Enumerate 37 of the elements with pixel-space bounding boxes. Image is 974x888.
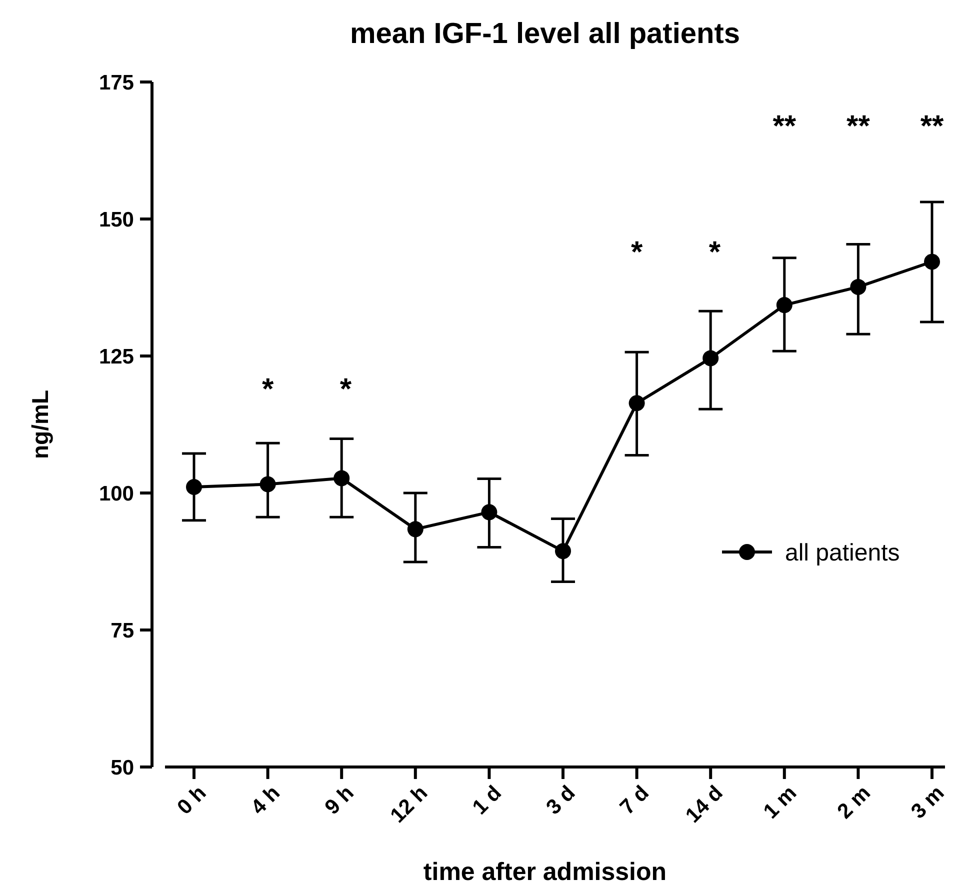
y-tick-label: 100: [98, 482, 134, 506]
x-tick-label: 3 m: [906, 781, 949, 824]
x-tick-label: 12 h: [386, 781, 432, 828]
x-tick-label: 0 h: [173, 781, 211, 820]
point: [628, 395, 645, 412]
text: * *: [630, 236, 721, 269]
point: [555, 543, 571, 560]
y-tick-label: 150: [98, 208, 134, 232]
text: * *: [262, 372, 352, 406]
x-tick-label: 1 d: [468, 781, 506, 820]
point: [481, 504, 498, 520]
x-tick-label: 2 m: [833, 781, 875, 824]
point: [924, 254, 940, 270]
y-tick-label: 50: [110, 756, 134, 780]
y-tick-label: 175: [98, 71, 134, 94]
point: [702, 350, 719, 366]
y-tick-label: 125: [98, 345, 134, 368]
legend-label: all patients: [785, 539, 900, 566]
point: [407, 521, 424, 538]
annotation: **: [846, 110, 870, 143]
point: [260, 476, 276, 492]
y-axis-title: ng/mL: [27, 390, 53, 459]
point: [186, 478, 202, 495]
x-axis-title: time after admission: [423, 858, 667, 886]
point: [850, 278, 866, 295]
chart-title: mean IGF-1 level all patients: [350, 18, 740, 50]
y-tick-label: 75: [110, 619, 134, 642]
point: [776, 297, 792, 314]
annotation: **: [920, 110, 944, 143]
x-tick-label: 7 d: [616, 781, 654, 820]
x-tick-label: 9 h: [320, 781, 358, 820]
x-tick-label: 1 m: [759, 781, 802, 824]
x-tick-label: 4 h: [246, 781, 285, 820]
x-tick-label: 3 d: [542, 781, 580, 820]
x-tick-label: 14 d: [681, 781, 728, 828]
point: [334, 470, 350, 486]
annotation: **: [772, 110, 796, 143]
